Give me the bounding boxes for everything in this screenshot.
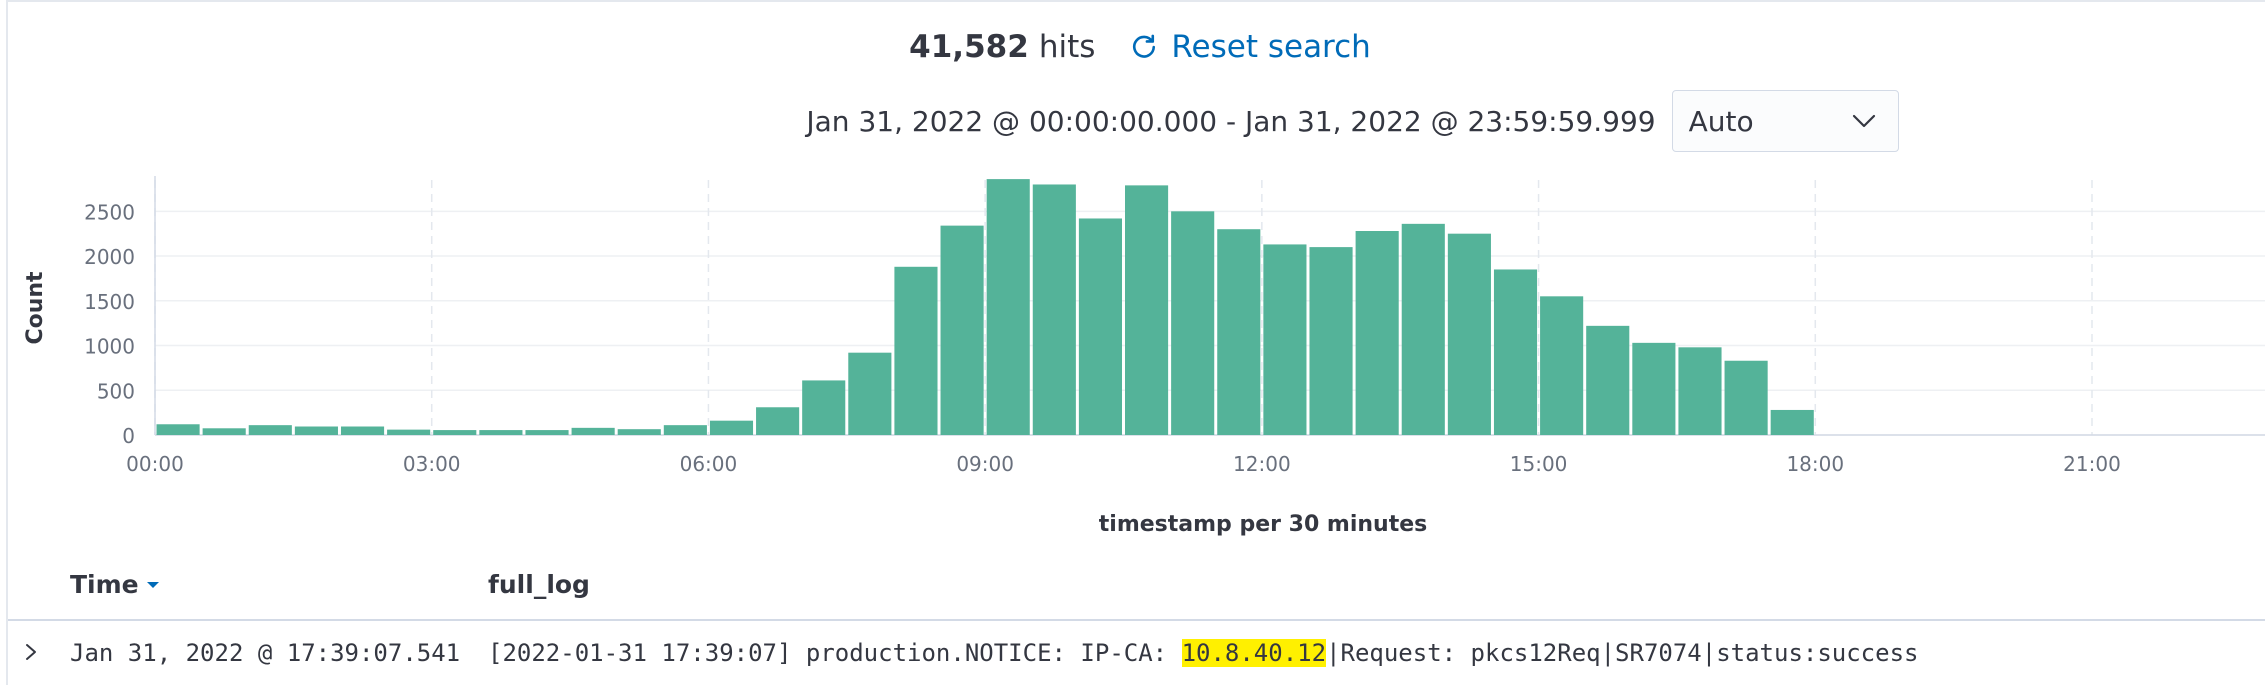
histogram-bar xyxy=(1171,211,1215,435)
histogram-bar xyxy=(709,420,754,435)
sort-down-icon xyxy=(146,581,159,588)
x-tick-label: 06:00 xyxy=(680,452,738,476)
histogram-bar xyxy=(387,429,431,435)
reset-search-label: Reset search xyxy=(1171,29,1371,65)
histogram-bar xyxy=(1540,296,1584,435)
x-tick-label: 21:00 xyxy=(2063,452,2121,476)
x-tick-label: 03:00 xyxy=(403,452,461,476)
histogram-bar xyxy=(433,430,477,435)
y-tick-label: 0 xyxy=(122,424,135,448)
histogram-bar xyxy=(1032,184,1076,435)
histogram-bar xyxy=(156,424,200,435)
chevron-right-icon[interactable] xyxy=(24,642,38,662)
row-time: Jan 31, 2022 @ 17:39:07.541 xyxy=(70,639,461,667)
panel-frame xyxy=(6,0,2265,685)
y-tick-label: 500 xyxy=(97,379,135,403)
x-tick-label: 00:00 xyxy=(126,452,184,476)
row-full-log: [2022-01-31 17:39:07] production.NOTICE:… xyxy=(488,639,1918,667)
hits-label: hits xyxy=(1038,29,1096,65)
chevron-down-icon xyxy=(1852,114,1875,128)
histogram-bar xyxy=(802,380,846,435)
x-tick-label: 18:00 xyxy=(1786,452,1844,476)
log-text-after: |Request: pkcs12Req|SR7074|status:succes… xyxy=(1326,639,1919,667)
histogram-bar xyxy=(248,425,292,435)
time-range-text: Jan 31, 2022 @ 00:00:00.000 - Jan 31, 20… xyxy=(806,104,1656,138)
time-range-bar: Jan 31, 2022 @ 00:00:00.000 - Jan 31, 20… xyxy=(0,90,2265,152)
histogram-bar xyxy=(1447,233,1491,435)
x-axis-title: timestamp per 30 minutes xyxy=(1099,512,1427,537)
table-divider xyxy=(8,619,2265,621)
histogram-bar xyxy=(940,225,984,435)
column-header-full-log[interactable]: full_log xyxy=(488,570,590,599)
y-tick-label: 1500 xyxy=(84,290,135,314)
histogram-bar xyxy=(1309,247,1353,435)
histogram-bar xyxy=(1125,185,1169,435)
histogram-bar xyxy=(617,429,661,435)
interval-value: Auto xyxy=(1688,104,1754,138)
histogram-bar xyxy=(1586,325,1630,435)
table-header: Time full_log xyxy=(70,566,2260,606)
histogram-bar xyxy=(1263,244,1307,435)
hits-count: 41,582 xyxy=(909,29,1029,65)
histogram-bar xyxy=(525,430,569,435)
histogram-bar xyxy=(340,426,385,435)
histogram-bar xyxy=(1678,347,1722,435)
histogram-bar xyxy=(1632,342,1676,435)
x-tick-label: 09:00 xyxy=(956,452,1014,476)
y-axis-title: Count xyxy=(23,271,48,345)
histogram-bar xyxy=(1078,218,1122,435)
x-tick-label: 15:00 xyxy=(1510,452,1568,476)
log-text-before: [2022-01-31 17:39:07] production.NOTICE:… xyxy=(488,639,1182,667)
histogram-bar xyxy=(1493,269,1538,435)
histogram-bar xyxy=(848,352,892,435)
y-tick-label: 2500 xyxy=(84,200,135,224)
hits-bar: 41,582 hits Reset search xyxy=(0,22,2265,72)
histogram-bar xyxy=(1401,223,1445,435)
y-tick-label: 2000 xyxy=(84,245,135,269)
histogram-bar xyxy=(663,425,707,435)
column-header-time-label: Time xyxy=(70,570,139,599)
histogram-bar xyxy=(294,426,338,435)
histogram-bar xyxy=(1770,409,1814,435)
histogram-bar xyxy=(1724,360,1768,435)
log-highlight: 10.8.40.12 xyxy=(1181,639,1327,667)
histogram-chart: 0 500 1000 1500 2000 2500 00:00 03:00 06:00 09:00… xyxy=(23,176,2265,537)
interval-select[interactable]: Auto xyxy=(1671,90,1899,152)
histogram-bar xyxy=(1355,231,1399,435)
x-tick-label: 12:00 xyxy=(1233,452,1291,476)
refresh-icon xyxy=(1133,34,1156,58)
column-header-time[interactable]: Time xyxy=(70,570,161,599)
histogram-bar xyxy=(1217,229,1261,435)
y-tick-label: 1000 xyxy=(84,335,135,359)
histogram-bar xyxy=(571,427,615,435)
reset-search-button[interactable]: Reset search xyxy=(1131,29,1371,65)
histogram-bar xyxy=(986,179,1030,435)
histogram-bar xyxy=(479,430,523,435)
histogram-bar xyxy=(202,428,246,435)
table-row: Jan 31, 2022 @ 17:39:07.541 [2022-01-31 … xyxy=(8,622,2265,685)
histogram-bar xyxy=(756,407,800,435)
histogram-bar xyxy=(894,266,938,435)
